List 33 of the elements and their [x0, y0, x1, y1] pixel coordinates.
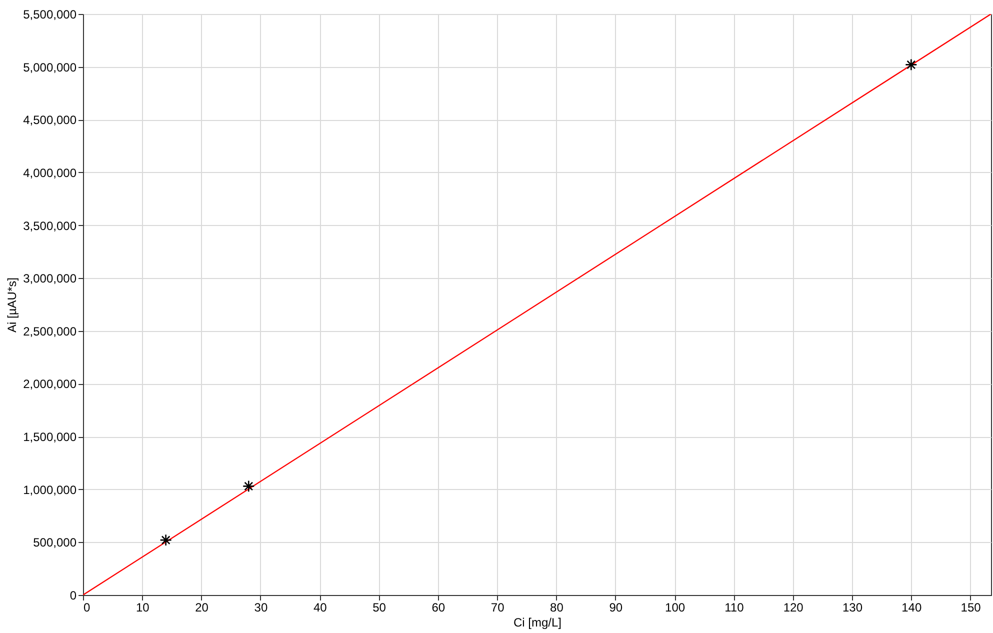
x-axis-title: Ci [mg/L]: [513, 616, 562, 630]
x-tick-label: 70: [490, 600, 505, 614]
y-tick-label: 500,000: [33, 536, 77, 550]
x-tick-label: 20: [195, 600, 209, 614]
x-tick-label: 50: [372, 600, 386, 614]
point: [160, 534, 172, 546]
x-tick-label: 150: [960, 600, 982, 614]
x-tick-label: 60: [432, 600, 446, 614]
y-tick-label: 5,000,000: [23, 60, 77, 74]
x-tick-label: 40: [313, 600, 328, 614]
y-axis-title: Ai [µAU*s]: [5, 278, 20, 332]
y-tick-label: 1,000,000: [23, 482, 77, 497]
x-tick-label: 130: [842, 600, 863, 614]
x-tick-label: 120: [783, 600, 804, 614]
y-tick-label: 5,500,000: [23, 8, 77, 22]
x-tick-label: 80: [550, 600, 564, 614]
x-tick-label: 140: [902, 600, 922, 614]
y-tick-label: 4,500,000: [23, 113, 77, 128]
point: [242, 480, 255, 492]
x-tick-label: 110: [724, 600, 744, 614]
y-tick-label: 2,500,000: [23, 324, 77, 338]
y-tick-label: 1,500,000: [23, 430, 77, 444]
x-tick-label: 90: [609, 600, 623, 614]
x-tick-label: 30: [254, 600, 268, 614]
y-tick-label: 3,500,000: [23, 218, 77, 233]
y-tick-label: 2,000,000: [23, 377, 77, 392]
y-tick-label: 3,000,000: [23, 272, 77, 286]
x-tick-label: 0: [84, 600, 90, 614]
x-tick-label: 100: [665, 600, 686, 614]
y-tick-label: 4,000,000: [23, 166, 77, 180]
x-tick-label: 10: [136, 600, 150, 614]
point: [905, 58, 918, 71]
y-tick-label: 0: [70, 588, 77, 602]
